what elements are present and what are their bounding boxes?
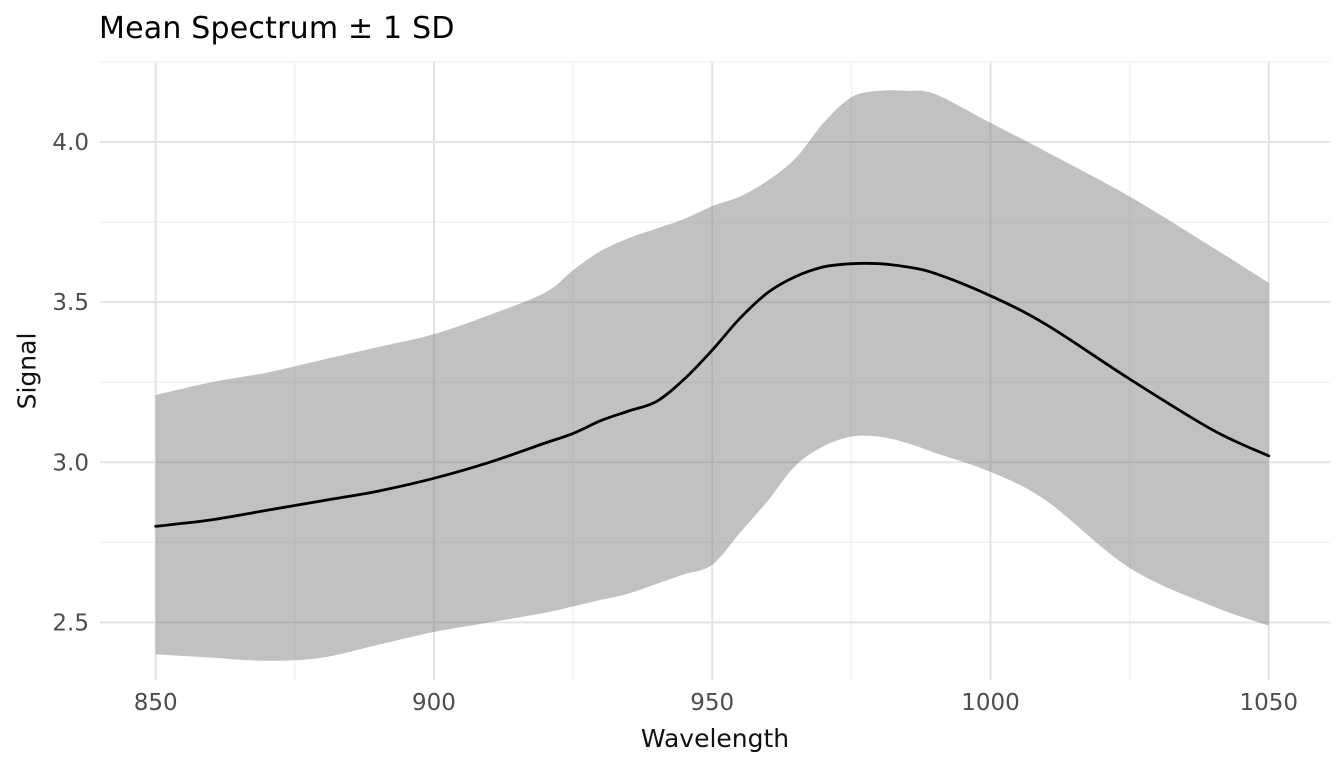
- x-tick-label: 1050: [1240, 690, 1299, 716]
- x-tick-label: 1000: [961, 690, 1020, 716]
- sd-band: [155, 90, 1269, 661]
- x-tick-label: 850: [134, 690, 178, 716]
- mean-line: [154, 261, 1271, 528]
- x-tick-label: 950: [690, 690, 734, 716]
- y-axis-title: Signal: [12, 332, 42, 410]
- y-tick-label: 3.0: [52, 450, 89, 476]
- y-tick-label: 2.5: [52, 610, 89, 636]
- y-tick-label: 4.0: [52, 130, 89, 156]
- x-axis-title: Wavelength: [640, 724, 790, 753]
- x-tick-label: 900: [412, 690, 456, 716]
- chart-title: Mean Spectrum ± 1 SD: [99, 11, 455, 46]
- y-tick-label: 3.5: [52, 290, 89, 316]
